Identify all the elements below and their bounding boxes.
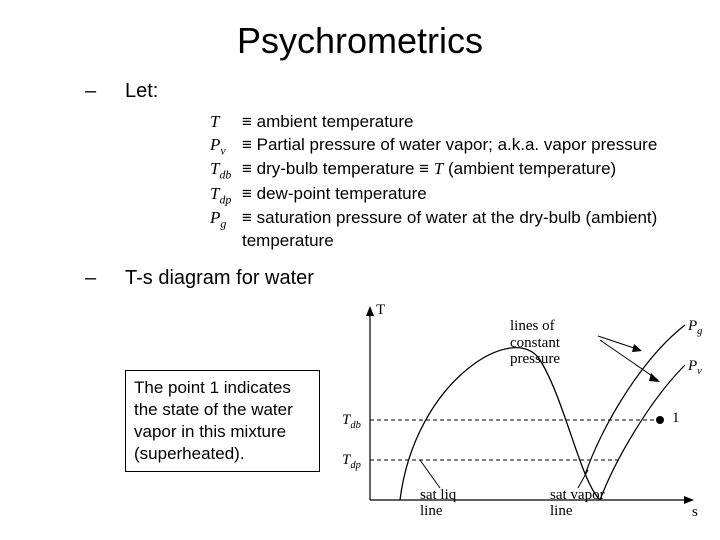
satliq-pointer [420, 460, 440, 488]
saturation-dome [400, 348, 600, 500]
def-T: T ≡ ambient temperature [210, 111, 700, 134]
x-axis-arrow [684, 496, 694, 504]
def-Pv: Pv ≡ Partial pressure of water vapor; a.… [210, 134, 700, 158]
dash-marker: – [85, 80, 125, 103]
bullet-let: – Let: [85, 80, 700, 103]
tdp-label: Tdp [342, 452, 361, 471]
y-axis-label: T [376, 302, 385, 319]
satliq-label: sat liq line [420, 488, 470, 520]
satvap-pointer [578, 470, 588, 488]
ts-diagram: T s lines of constant pressure Pg Pv 1 T… [340, 300, 710, 530]
content-area: – Let: T ≡ ambient temperature Pv ≡ Part… [0, 80, 720, 290]
lines-const-label: lines of constant pressure [510, 318, 600, 368]
arrow-to-pg-head [632, 344, 642, 352]
dash-marker: – [85, 267, 125, 290]
def-Tdp: Tdp ≡ dew-point temperature [210, 183, 700, 207]
def-Pg: Pg ≡ saturation pressure of water at the… [210, 207, 700, 253]
page-title: Psychrometrics [0, 0, 720, 80]
satvap-label: sat vapor line [550, 488, 620, 520]
bullet-let-text: Let: [125, 80, 700, 103]
bullet-ts-text: T-s diagram for water [125, 267, 700, 290]
pv-line [600, 365, 685, 500]
def-Tdb: Tdb ≡ dry-bulb temperature ≡ T (ambient … [210, 158, 700, 182]
x-axis-label: s [692, 504, 698, 521]
bullet-ts: – T-s diagram for water [85, 267, 700, 290]
tdb-label: Tdb [342, 412, 361, 431]
pg-label: Pg [688, 318, 702, 337]
point-1 [656, 416, 664, 424]
definitions-list: T ≡ ambient temperature Pv ≡ Partial pre… [85, 111, 700, 253]
caption-box: The point 1 indicates the state of the w… [125, 370, 320, 472]
y-axis-arrow [366, 306, 374, 316]
point-1-label: 1 [672, 410, 680, 427]
pv-label: Pv [688, 358, 702, 377]
